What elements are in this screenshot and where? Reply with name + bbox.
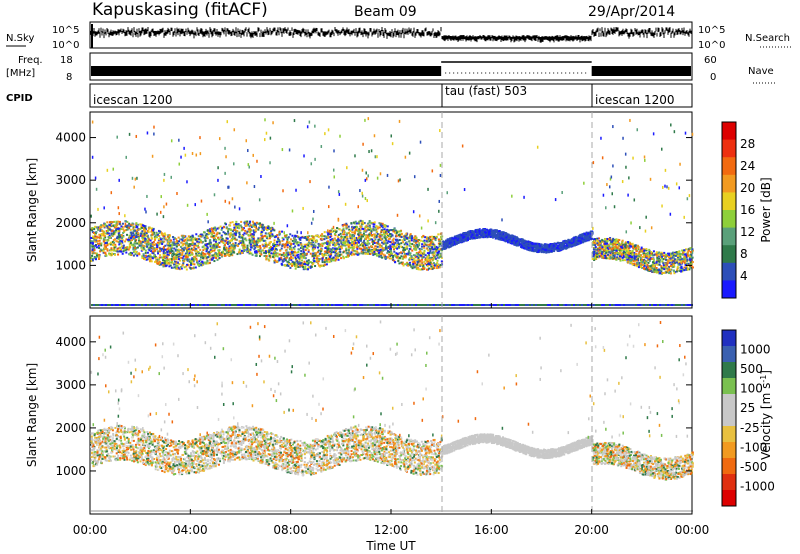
colorbar-swatch	[722, 210, 736, 229]
station-title: Kapuskasing (fitACF)	[92, 0, 268, 20]
power-panel: 4000 3000 2000 1000 Slant Range [km]	[25, 111, 694, 309]
colorbar-swatch	[722, 394, 736, 411]
freq-tick-bottom: 8	[66, 72, 72, 83]
power-ylabel: Slant Range [km]	[25, 158, 39, 262]
colorbar-swatch	[722, 442, 736, 459]
colorbar-tick: 20	[740, 181, 755, 195]
colorbar-swatch	[722, 362, 736, 379]
colorbar-tick: 24	[740, 159, 755, 173]
beam-label: Beam 09	[354, 4, 417, 20]
colorbar-tick: 16	[740, 203, 755, 217]
colorbar-swatch	[722, 174, 736, 193]
y-tick-label: 3000	[55, 173, 86, 187]
y-tick-label: 2000	[55, 216, 86, 230]
colorbar-swatch	[722, 474, 736, 491]
x-tick-label: 00:00	[675, 523, 710, 537]
colorbar-tick: -1000	[740, 479, 775, 493]
cpid-segment-2: tau (fast) 503	[445, 84, 527, 98]
colorbar-tick: 1000	[740, 343, 771, 357]
colorbar-swatch	[722, 426, 736, 443]
y-tick-label: 1000	[55, 258, 86, 272]
colorbar-tick: 12	[740, 225, 755, 239]
colorbar-swatch	[722, 280, 736, 299]
colorbar-tick: -25	[740, 421, 760, 435]
y-tick-label: 4000	[55, 335, 86, 349]
y-tick-label: 1000	[55, 464, 86, 478]
colorbar-swatch	[722, 245, 736, 264]
x-tick-label: 04:00	[173, 523, 208, 537]
nsearch-label: N.Search	[745, 33, 790, 44]
x-tick-label: 08:00	[273, 523, 308, 537]
x-axis: 00:00 04:00 08:00 12:00 16:00 20:00 00:00	[73, 303, 710, 537]
x-tick-label: 12:00	[374, 523, 409, 537]
nsearch-tick-top: 10^5	[698, 25, 725, 36]
colorbar-swatch	[722, 227, 736, 246]
freq-unit: [MHz]	[6, 68, 35, 79]
colorbar-swatch	[722, 139, 736, 158]
cpid-segment-1: icescan 1200	[93, 93, 172, 107]
colorbar-tick: 4	[740, 269, 748, 283]
velocity-panel: 4000 3000 2000 1000 Slant Range [km]	[25, 315, 694, 515]
colorbar-swatch	[722, 458, 736, 475]
colorbar-swatch	[722, 157, 736, 176]
cpid-segment-3: icescan 1200	[595, 93, 674, 107]
y-tick-label: 4000	[55, 131, 86, 145]
velocity-colorbar: 1000 500 100 25 -25 -100 -500 -1000	[721, 329, 775, 507]
cpid-strip: icescan 1200 tau (fast) 503 icescan 1200	[89, 83, 693, 108]
x-tick-label: 16:00	[474, 523, 509, 537]
colorbar-frame	[721, 121, 737, 299]
colorbar-swatch	[722, 192, 736, 211]
colorbar-swatch	[722, 122, 736, 141]
y-tick-label: 2000	[55, 421, 86, 435]
nsearch-tick-bottom: 10^0	[698, 40, 725, 51]
colorbar-swatch	[722, 410, 736, 427]
colorbar-tick: 28	[740, 137, 755, 151]
x-tick-label: 20:00	[574, 523, 609, 537]
colorbar-swatch	[722, 262, 736, 281]
nave-label: Nave	[748, 66, 774, 77]
nsky-label: N.Sky	[6, 33, 34, 44]
nave-tick-top: 60	[704, 55, 717, 66]
colorbar-swatch	[722, 378, 736, 395]
nsky-strip	[89, 21, 693, 49]
y-tick-label: 3000	[55, 378, 86, 392]
freq-strip	[89, 52, 693, 81]
velocity-ylabel: Slant Range [km]	[25, 363, 39, 467]
colorbar-tick: 8	[740, 247, 748, 261]
x-axis-label: Time UT	[365, 539, 416, 553]
colorbar-swatch	[722, 490, 736, 507]
colorbar-tick: 100	[740, 382, 763, 396]
date-label: 29/Apr/2014	[588, 4, 675, 20]
colorbar-swatch	[722, 330, 736, 347]
freq-label: Freq.	[18, 55, 43, 66]
colorbar-tick: -100	[740, 440, 767, 454]
colorbar-tick: 500	[740, 362, 763, 376]
nave-tick-bottom: 0	[710, 72, 716, 83]
nsky-tick-bottom: 10^0	[52, 40, 79, 51]
colorbar-tick: 25	[740, 401, 755, 415]
x-tick-label: 00:00	[73, 523, 108, 537]
power-colorbar-label: Power [dB]	[759, 177, 773, 242]
velocity-colorbar-label: Velocity [m s-1]	[759, 370, 773, 460]
colorbar-swatch	[722, 346, 736, 363]
nsky-tick-top: 10^5	[52, 25, 79, 36]
colorbar-frame	[721, 329, 737, 507]
freq-tick-top: 18	[60, 55, 73, 66]
cpid-label: CPID	[6, 93, 33, 104]
colorbar-tick: -500	[740, 460, 767, 474]
power-colorbar: 28 24 20 16 12 8 4	[721, 121, 755, 299]
